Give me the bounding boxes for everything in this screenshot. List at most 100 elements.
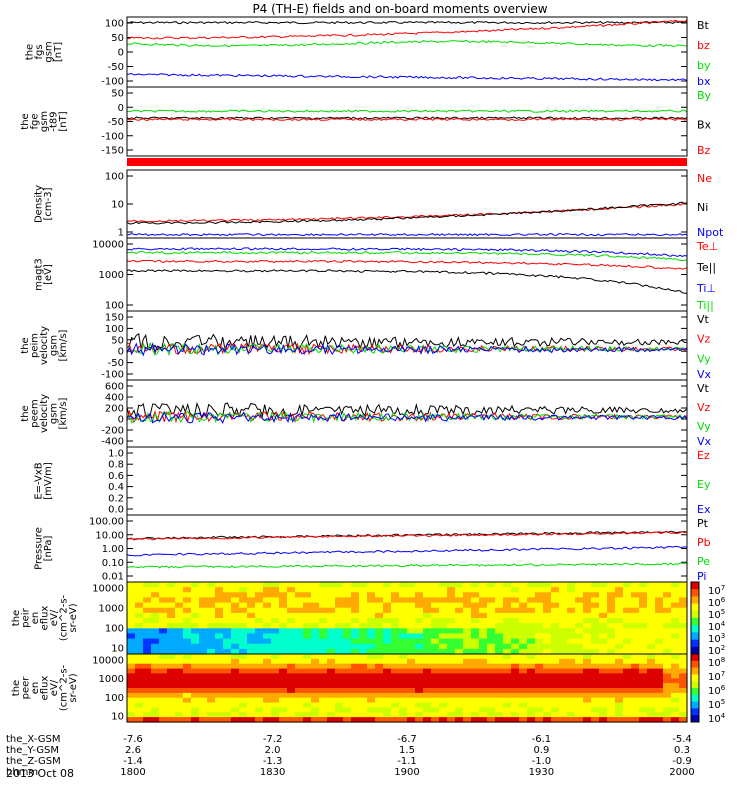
spectrogram-cell: [431, 612, 440, 619]
spectrogram-cell: [671, 582, 680, 588]
spectrogram-cell: [255, 643, 264, 650]
ytick-label: 50: [111, 89, 124, 100]
spectrogram-cell: [151, 673, 160, 679]
spectrogram-cell: [423, 717, 432, 723]
spectrogram-cell: [599, 612, 608, 619]
spectrogram-cell: [199, 654, 208, 660]
spectrogram-cell: [175, 587, 184, 593]
spectrogram-cell: [591, 697, 600, 704]
spectrogram-cell: [135, 623, 144, 629]
spectrogram-cell: [215, 633, 224, 640]
spectrogram-cell: [391, 628, 400, 634]
spectrogram-cell: [263, 673, 272, 679]
spectrogram-cell: [623, 654, 632, 660]
spectrogram-cell: [327, 592, 336, 598]
spectrogram-cell: [543, 638, 552, 645]
spectrogram-cell: [287, 668, 296, 675]
spectrogram-cell: [311, 592, 320, 598]
spectrogram-cell: [207, 678, 216, 684]
spectrogram-cell: [143, 654, 152, 660]
spectrogram-cell: [423, 707, 432, 713]
spectrogram-cell: [495, 648, 504, 655]
spectrogram-cell: [207, 717, 216, 723]
spectrogram-cell: [399, 648, 408, 655]
spectrogram-cell: [479, 697, 488, 704]
spectrogram-cell: [175, 638, 184, 645]
spectrogram-cell: [327, 607, 336, 614]
spectrogram-cell: [191, 678, 200, 684]
spectrogram-cell: [343, 628, 352, 634]
colorbar-segment: [691, 639, 699, 644]
spectrogram-cell: [183, 663, 192, 670]
legend-temp: Te⊥: [696, 240, 718, 253]
spectrogram-cell: [359, 607, 368, 614]
spectrogram-cell: [535, 592, 544, 598]
spectrogram-cell: [295, 668, 304, 675]
colorbar-segment: [691, 674, 699, 679]
spectrogram-cell: [415, 592, 424, 598]
spectrogram-cell: [391, 587, 400, 593]
spectrogram-cell: [343, 663, 352, 670]
spectrogram-cell: [311, 707, 320, 713]
spectrogram-cell: [327, 654, 336, 660]
spectrogram-cell: [399, 717, 408, 723]
spectrogram-cell: [527, 668, 536, 675]
spectrogram-cell: [591, 688, 600, 694]
spectrogram-cell: [423, 668, 432, 675]
spectrogram-cell: [583, 602, 592, 609]
spectrogram-cell: [615, 633, 624, 640]
spectrogram-cell: [455, 592, 464, 598]
panel-frame: [126, 653, 688, 723]
colorbar-tick-exp: 8: [721, 656, 725, 664]
spectrogram-cell: [567, 668, 576, 675]
spectrogram-cell: [559, 623, 568, 629]
spectrogram-cell: [559, 638, 568, 645]
spectrogram-cell: [335, 683, 344, 689]
spectrogram-cell: [263, 602, 272, 609]
spectrogram-cell: [431, 678, 440, 684]
spectrogram-cell: [607, 683, 616, 689]
spectrogram-cell: [503, 623, 512, 629]
ephem-label: hhmm: [6, 767, 38, 778]
spectrogram-cell: [343, 673, 352, 679]
spectrogram-cell: [335, 633, 344, 640]
spectrogram-cell: [583, 618, 592, 624]
spectrogram-cell: [239, 602, 248, 609]
spectrogram-cell: [535, 612, 544, 619]
spectrogram-cell: [487, 582, 496, 588]
spectrogram-cell: [351, 607, 360, 614]
spectrogram-cell: [247, 683, 256, 689]
spectrogram-cell: [255, 707, 264, 713]
spectrogram-cell: [159, 668, 168, 675]
spectrogram-cell: [647, 623, 656, 629]
legend-efield: Ex: [697, 503, 711, 516]
spectrogram-cell: [447, 654, 456, 660]
spectrogram-cell: [311, 673, 320, 679]
legend-velocity_e: Vx: [697, 368, 712, 381]
ytick-label: 0: [118, 415, 124, 426]
spectrogram-cell: [239, 692, 248, 699]
spectrogram-cell: [543, 673, 552, 679]
spectrogram-cell: [495, 658, 504, 665]
spectrogram-cell: [439, 692, 448, 699]
spectrogram-cell: [143, 587, 152, 593]
spectrogram-cell: [471, 623, 480, 629]
spectrogram-cell: [663, 668, 672, 675]
spectrogram-cell: [303, 663, 312, 670]
spectrogram-cell: [447, 612, 456, 619]
spectrogram-cell: [135, 688, 144, 694]
spectrogram-cell: [127, 628, 136, 634]
spectrogram-cell: [575, 607, 584, 614]
spectrogram-cell: [127, 654, 136, 660]
spectrogram-cell: [239, 702, 248, 709]
spectrogram-cell: [575, 597, 584, 604]
spectrogram-cell: [559, 628, 568, 634]
ytick-label: 10: [111, 644, 124, 655]
spectrogram-cell: [495, 643, 504, 650]
spectrogram-cell: [607, 692, 616, 699]
spectrogram-cell: [519, 717, 528, 723]
spectrogram-cell: [583, 717, 592, 723]
spectrogram-cell: [383, 628, 392, 634]
spectrogram-cell: [423, 587, 432, 593]
